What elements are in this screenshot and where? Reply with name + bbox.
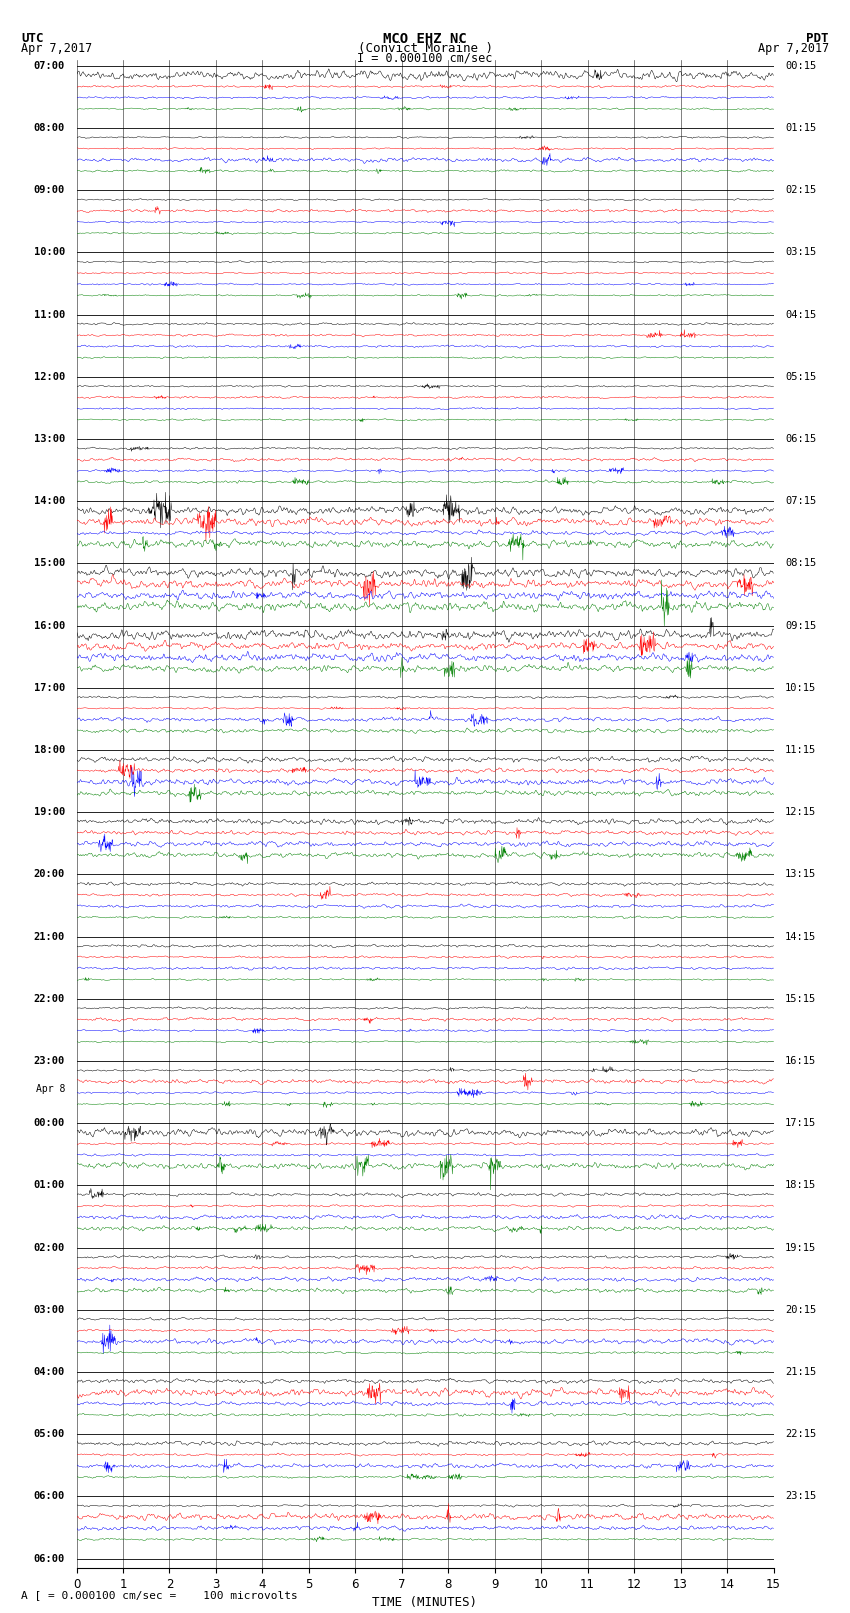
Text: 01:15: 01:15 xyxy=(785,123,816,134)
Text: 00:15: 00:15 xyxy=(785,61,816,71)
Text: 22:00: 22:00 xyxy=(34,994,65,1003)
Text: 13:15: 13:15 xyxy=(785,869,816,879)
Text: 07:00: 07:00 xyxy=(34,61,65,71)
Text: 06:00: 06:00 xyxy=(34,1553,65,1563)
Text: 18:00: 18:00 xyxy=(34,745,65,755)
Text: Apr 7,2017: Apr 7,2017 xyxy=(757,42,829,55)
Text: 16:15: 16:15 xyxy=(785,1057,816,1066)
Text: 22:15: 22:15 xyxy=(785,1429,816,1439)
Text: 18:15: 18:15 xyxy=(785,1181,816,1190)
Text: 04:00: 04:00 xyxy=(34,1366,65,1378)
Text: (Convict Moraine ): (Convict Moraine ) xyxy=(358,42,492,55)
Text: 15:15: 15:15 xyxy=(785,994,816,1003)
Text: 10:00: 10:00 xyxy=(34,247,65,258)
Text: 23:15: 23:15 xyxy=(785,1492,816,1502)
X-axis label: TIME (MINUTES): TIME (MINUTES) xyxy=(372,1597,478,1610)
Text: 17:00: 17:00 xyxy=(34,682,65,694)
Text: 03:00: 03:00 xyxy=(34,1305,65,1315)
Text: 20:15: 20:15 xyxy=(785,1305,816,1315)
Text: A [ = 0.000100 cm/sec =    100 microvolts: A [ = 0.000100 cm/sec = 100 microvolts xyxy=(21,1590,298,1600)
Text: 05:00: 05:00 xyxy=(34,1429,65,1439)
Text: MCO EHZ NC: MCO EHZ NC xyxy=(383,32,467,47)
Text: 03:15: 03:15 xyxy=(785,247,816,258)
Text: Apr 7,2017: Apr 7,2017 xyxy=(21,42,93,55)
Text: 12:15: 12:15 xyxy=(785,806,816,818)
Text: 08:15: 08:15 xyxy=(785,558,816,568)
Text: 10:15: 10:15 xyxy=(785,682,816,694)
Text: 01:00: 01:00 xyxy=(34,1181,65,1190)
Text: I = 0.000100 cm/sec: I = 0.000100 cm/sec xyxy=(357,52,493,65)
Text: 02:15: 02:15 xyxy=(785,185,816,195)
Text: 19:00: 19:00 xyxy=(34,806,65,818)
Text: PDT: PDT xyxy=(807,32,829,45)
Text: 14:15: 14:15 xyxy=(785,932,816,942)
Text: 15:00: 15:00 xyxy=(34,558,65,568)
Text: 00:00: 00:00 xyxy=(34,1118,65,1127)
Text: 21:15: 21:15 xyxy=(785,1366,816,1378)
Text: 02:00: 02:00 xyxy=(34,1242,65,1253)
Text: 09:00: 09:00 xyxy=(34,185,65,195)
Text: 06:00: 06:00 xyxy=(34,1492,65,1502)
Text: 14:00: 14:00 xyxy=(34,497,65,506)
Text: 04:15: 04:15 xyxy=(785,310,816,319)
Text: UTC: UTC xyxy=(21,32,43,45)
Text: 21:00: 21:00 xyxy=(34,932,65,942)
Text: 05:15: 05:15 xyxy=(785,373,816,382)
Text: 12:00: 12:00 xyxy=(34,373,65,382)
Text: 06:15: 06:15 xyxy=(785,434,816,444)
Text: 23:00: 23:00 xyxy=(34,1057,65,1066)
Text: 11:00: 11:00 xyxy=(34,310,65,319)
Text: 07:15: 07:15 xyxy=(785,497,816,506)
Text: 17:15: 17:15 xyxy=(785,1118,816,1127)
Text: 08:00: 08:00 xyxy=(34,123,65,134)
Text: 11:15: 11:15 xyxy=(785,745,816,755)
Text: 09:15: 09:15 xyxy=(785,621,816,631)
Text: 19:15: 19:15 xyxy=(785,1242,816,1253)
Text: Apr 8: Apr 8 xyxy=(36,1084,65,1094)
Text: 13:00: 13:00 xyxy=(34,434,65,444)
Text: 20:00: 20:00 xyxy=(34,869,65,879)
Text: 16:00: 16:00 xyxy=(34,621,65,631)
